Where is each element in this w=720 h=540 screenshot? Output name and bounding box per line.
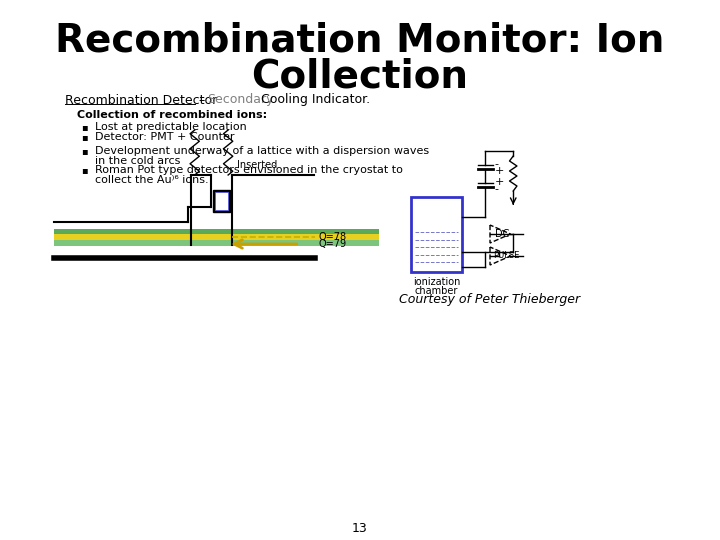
Text: Inserted: Inserted: [238, 160, 278, 170]
Text: 13: 13: [352, 522, 368, 535]
Text: Roman Pot type detectors envisioned in the cryostat to: Roman Pot type detectors envisioned in t…: [95, 165, 403, 175]
Text: Q=79: Q=79: [318, 239, 346, 249]
Text: Courtesy of Peter Thieberger: Courtesy of Peter Thieberger: [400, 294, 580, 307]
Text: Q=78: Q=78: [318, 232, 346, 242]
Bar: [53, 233, 379, 240]
Text: DC: DC: [495, 229, 509, 239]
Text: ▪: ▪: [81, 132, 88, 142]
Text: Cooling Indicator.: Cooling Indicator.: [257, 93, 370, 106]
Text: Detector: PMT + Counter: Detector: PMT + Counter: [95, 132, 235, 142]
Text: ▪: ▪: [81, 146, 88, 156]
Text: -: -: [495, 159, 499, 169]
Text: +: +: [495, 177, 504, 187]
Text: PULSE: PULSE: [492, 252, 519, 260]
Text: collect the Au⁾⁶ ions.: collect the Au⁾⁶ ions.: [95, 175, 209, 185]
Text: Collection: Collection: [251, 58, 469, 96]
Bar: [213, 190, 230, 212]
Text: Development underway of a lattice with a dispersion waves: Development underway of a lattice with a…: [95, 146, 429, 156]
Text: ▪: ▪: [81, 122, 88, 132]
Text: ▪: ▪: [81, 165, 88, 175]
Text: Lost at predictable location: Lost at predictable location: [95, 122, 247, 132]
Text: Secondary: Secondary: [207, 93, 274, 106]
Bar: [53, 239, 379, 246]
Text: in the cold arcs: in the cold arcs: [95, 156, 181, 166]
Text: ionization: ionization: [413, 277, 460, 287]
Text: –: –: [194, 93, 209, 106]
Text: chamber: chamber: [415, 286, 459, 296]
Text: Recombination Detector: Recombination Detector: [65, 93, 217, 106]
Text: Recombination Monitor: Ion: Recombination Monitor: Ion: [55, 21, 665, 59]
Bar: [411, 197, 462, 272]
Text: +: +: [495, 166, 504, 176]
Bar: [215, 192, 228, 210]
Text: -: -: [495, 184, 499, 194]
Bar: [53, 229, 379, 234]
Text: Collection of recombined ions:: Collection of recombined ions:: [77, 110, 267, 120]
